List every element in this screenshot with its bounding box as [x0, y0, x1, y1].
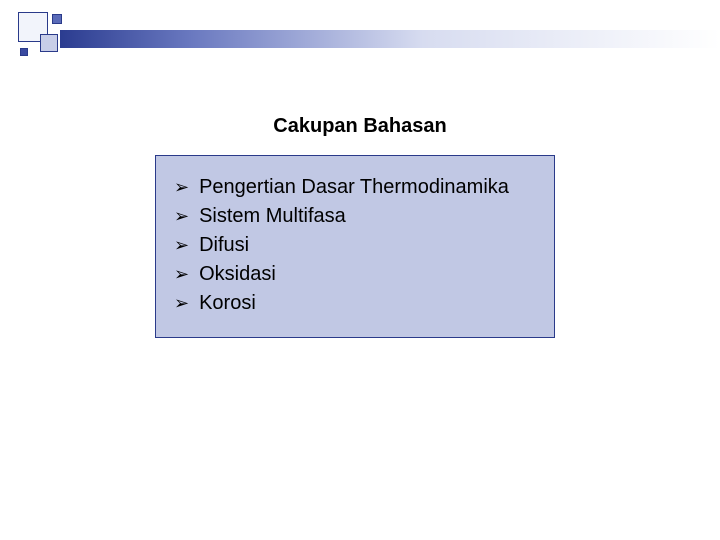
bullet-icon: ➢: [174, 207, 189, 225]
deco-square-icon: [40, 34, 58, 52]
list-item: ➢ Oksidasi: [174, 263, 536, 286]
bullet-icon: ➢: [174, 294, 189, 312]
slide-title: Cakupan Bahasan: [0, 115, 720, 138]
bullet-icon: ➢: [174, 265, 189, 283]
bullet-icon: ➢: [174, 178, 189, 196]
list-item: ➢ Pengertian Dasar Thermodinamika: [174, 176, 536, 199]
list-item-label: Oksidasi: [199, 263, 276, 286]
deco-square-icon: [20, 48, 28, 56]
content-box: ➢ Pengertian Dasar Thermodinamika ➢ Sist…: [155, 155, 555, 338]
list-item: ➢ Sistem Multifasa: [174, 205, 536, 228]
list-item: ➢ Difusi: [174, 234, 536, 257]
list-item-label: Difusi: [199, 234, 249, 257]
bullet-icon: ➢: [174, 236, 189, 254]
list-item-label: Pengertian Dasar Thermodinamika: [199, 176, 509, 199]
list-item-label: Sistem Multifasa: [199, 205, 346, 228]
deco-square-icon: [52, 14, 62, 24]
header-gradient-bar: [60, 30, 720, 48]
list-item: ➢ Korosi: [174, 292, 536, 315]
list-item-label: Korosi: [199, 292, 256, 315]
